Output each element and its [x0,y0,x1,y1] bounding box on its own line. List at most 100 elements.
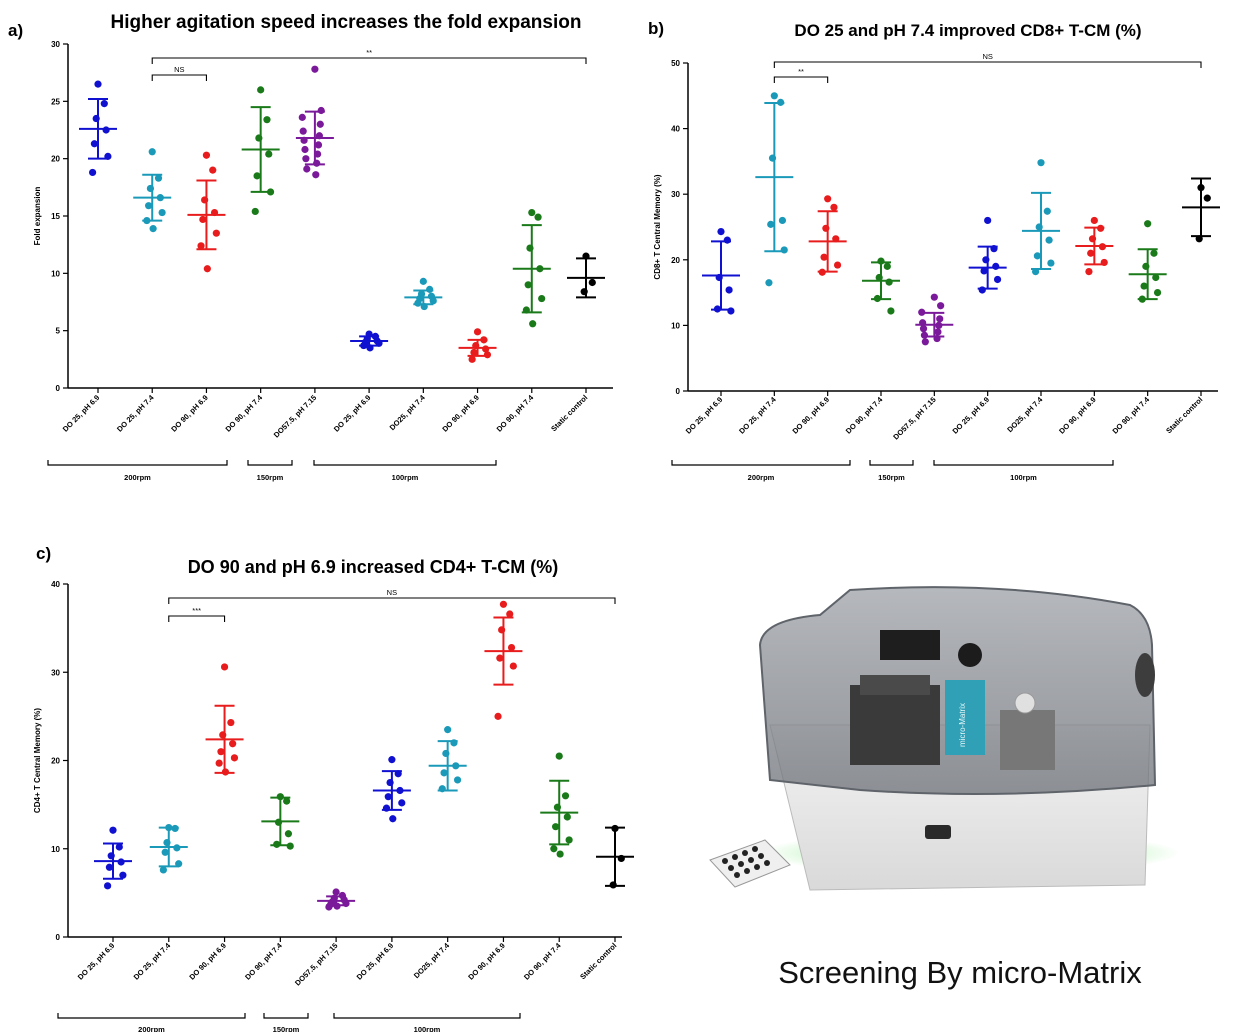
x-tick-label: DO 90, pH 7.4 [495,392,536,433]
data-point [209,166,217,174]
data-point [1047,259,1055,267]
data-point [302,155,310,163]
data-point [1195,235,1203,243]
device-side-knob [1135,653,1155,697]
data-point [450,739,458,747]
data-point [342,899,350,908]
data-point [550,845,558,853]
data-point [1043,207,1051,215]
data-point [937,302,945,310]
data-point [384,793,392,801]
data-point [528,208,536,217]
data-point [444,726,452,734]
rpm-group-bracket [247,460,293,466]
rpm-group-bracket [57,1013,246,1019]
x-tick-label: DO 90, pH 6.9 [466,941,507,982]
data-point [266,188,275,196]
x-tick-label: DO 90, pH 7.4 [224,392,265,433]
data-point [470,348,478,357]
data-point [820,253,828,261]
data-point [104,882,112,890]
data-point [715,273,723,282]
data-point [315,132,323,140]
data-point [299,127,307,135]
data-point [453,776,462,784]
data-point [386,778,394,787]
x-tick-label: DO57.5, pH 7.15 [272,393,318,439]
data-point [92,114,100,123]
y-tick-label: 25 [51,97,60,106]
rpm-group-label: 200rpm [748,473,775,482]
data-point [1035,223,1043,231]
data-point [203,265,211,273]
rpm-group-label: 150rpm [257,473,284,482]
data-point [109,826,117,834]
device-module-label: micro-Matrix [958,703,967,747]
data-point [611,824,619,833]
y-tick-label: 30 [51,668,60,677]
y-tick-label: 40 [51,580,60,589]
y-axis-label: CD8+ T Central Memory (%) [653,174,662,279]
data-point [332,888,340,896]
data-point [263,116,271,124]
significance-label: NS [387,588,397,597]
data-point [312,171,320,179]
rpm-group-bracket [47,460,228,466]
data-point [117,858,125,866]
data-point [251,207,259,216]
data-point [885,278,893,286]
data-point [822,224,830,232]
data-point [780,246,788,254]
data-point [768,154,777,162]
y-tick-label: 10 [671,321,680,330]
x-tick-label: DO 90, pH 6.9 [1057,395,1098,436]
data-point [360,341,368,350]
data-point [154,174,163,182]
data-point [1090,216,1098,225]
data-point [119,871,127,879]
x-tick-label: DO 25, pH 7.4 [115,392,156,433]
data-point [494,712,502,720]
chart-title: DO 25 and pH 7.4 improved CD8+ T-CM (%) [794,21,1141,40]
data-point [333,902,341,910]
x-tick-label: DO 90, pH 7.4 [522,940,563,981]
data-point [498,626,506,634]
data-point [220,663,229,671]
data-point [230,754,239,762]
data-point [227,718,235,727]
y-tick-label: 5 [56,327,61,336]
data-point [509,662,517,670]
data-point [100,100,108,108]
data-point [990,245,998,253]
rpm-group-label: 100rpm [392,473,419,482]
data-point [199,215,207,224]
y-tick-label: 20 [51,155,60,164]
rpm-group-bracket [869,460,914,466]
x-tick-label: DO25, pH 7.4 [1005,394,1045,434]
significance-label: ** [366,48,372,57]
data-point [1203,194,1211,202]
data-point [1037,159,1045,167]
data-point [770,92,778,100]
significance-label: NS [982,52,992,61]
panel-label: c) [36,544,51,563]
data-point [723,236,731,244]
y-tick-label: 10 [51,269,60,278]
rpm-group-label: 200rpm [138,1025,165,1032]
data-point [919,319,927,327]
device-caption: Screening By micro-Matrix [778,955,1142,990]
x-tick-label: DO 25, pH 6.9 [76,941,117,982]
data-point [283,797,291,805]
data-point [314,141,323,149]
data-point [1087,249,1095,257]
device-pump-unit [1000,710,1055,770]
data-point [920,331,929,339]
data-point [102,126,110,134]
data-point [255,134,263,142]
significance-bracket [773,76,829,83]
data-point [555,752,563,760]
data-point [303,165,311,173]
data-point [419,277,427,285]
data-point [524,281,532,289]
y-tick-label: 30 [51,40,60,49]
